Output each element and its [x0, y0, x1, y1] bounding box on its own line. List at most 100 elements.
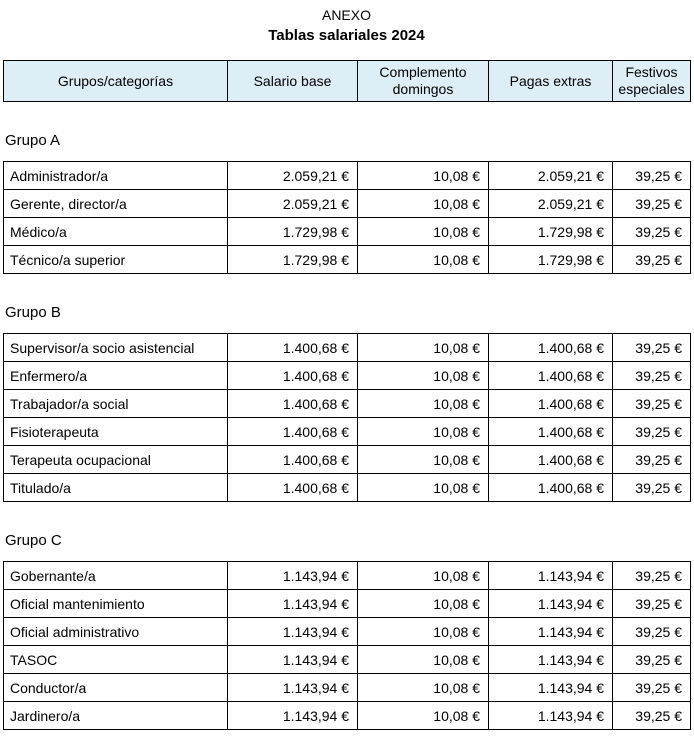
festivos-especiales-value-cell: 39,25 € [612, 645, 691, 674]
festivos-especiales-value-cell: 39,25 € [612, 417, 691, 446]
pagas-extras-value-cell: 1.143,94 € [488, 589, 613, 618]
salario-base-value-cell: 1.400,68 € [227, 473, 358, 502]
complemento-domingos-value-cell: 10,08 € [357, 701, 489, 730]
table-row: Terapeuta ocupacional 1.400,68 € 10,08 €… [3, 445, 691, 474]
complemento-domingos-value-cell: 10,08 € [357, 189, 489, 218]
pagas-extras-value-cell: 1.400,68 € [488, 389, 613, 418]
category-cell: Oficial administrativo [3, 617, 228, 646]
group-section: Grupo C Gobernante/a 1.143,94 € 10,08 € … [3, 532, 691, 730]
pagas-extras-value-cell: 1.729,98 € [488, 245, 613, 274]
salario-base-value-cell: 1.400,68 € [227, 417, 358, 446]
pagas-extras-value-cell: 2.059,21 € [488, 161, 613, 190]
complemento-domingos-value-cell: 10,08 € [357, 617, 489, 646]
pagas-extras-value-cell: 1.400,68 € [488, 417, 613, 446]
category-cell: Conductor/a [3, 673, 228, 702]
table-row: TASOC 1.143,94 € 10,08 € 1.143,94 € 39,2… [3, 645, 691, 674]
table-row: Trabajador/a social 1.400,68 € 10,08 € 1… [3, 389, 691, 418]
column-header-grupos-categorias: Grupos/categorías [3, 60, 228, 102]
table-row: Médico/a 1.729,98 € 10,08 € 1.729,98 € 3… [3, 217, 691, 246]
complemento-domingos-value-cell: 10,08 € [357, 361, 489, 390]
table-row: Conductor/a 1.143,94 € 10,08 € 1.143,94 … [3, 673, 691, 702]
salario-base-value-cell: 1.400,68 € [227, 445, 358, 474]
festivos-especiales-value-cell: 39,25 € [612, 245, 691, 274]
festivos-especiales-value-cell: 39,25 € [612, 217, 691, 246]
festivos-especiales-value-cell: 39,25 € [612, 361, 691, 390]
festivos-especiales-value-cell: 39,25 € [612, 673, 691, 702]
column-header-table: Grupos/categorías Salario base Complemen… [3, 60, 691, 102]
category-cell: TASOC [3, 645, 228, 674]
pagas-extras-value-cell: 1.143,94 € [488, 701, 613, 730]
group-section: Grupo A Administrador/a 2.059,21 € 10,08… [3, 132, 691, 274]
salario-base-value-cell: 1.143,94 € [227, 673, 358, 702]
category-cell: Gerente, director/a [3, 189, 228, 218]
category-cell: Administrador/a [3, 161, 228, 190]
table-row: Oficial administrativo 1.143,94 € 10,08 … [3, 617, 691, 646]
category-cell: Fisioterapeuta [3, 417, 228, 446]
pagas-extras-value-cell: 1.143,94 € [488, 645, 613, 674]
pagas-extras-value-cell: 2.059,21 € [488, 189, 613, 218]
pagas-extras-value-cell: 1.729,98 € [488, 217, 613, 246]
table-row: Técnico/a superior 1.729,98 € 10,08 € 1.… [3, 245, 691, 274]
category-cell: Terapeuta ocupacional [3, 445, 228, 474]
table-row: Administrador/a 2.059,21 € 10,08 € 2.059… [3, 161, 691, 190]
festivos-especiales-value-cell: 39,25 € [612, 561, 691, 590]
festivos-especiales-value-cell: 39,25 € [612, 617, 691, 646]
salario-base-value-cell: 1.400,68 € [227, 333, 358, 362]
category-cell: Supervisor/a socio asistencial [3, 333, 228, 362]
group-table: Supervisor/a socio asistencial 1.400,68 … [3, 333, 691, 502]
salario-base-value-cell: 1.143,94 € [227, 701, 358, 730]
table-row: Oficial mantenimiento 1.143,94 € 10,08 €… [3, 589, 691, 618]
group-label: Grupo C [5, 532, 62, 549]
column-header-complemento-domingos: Complemento domingos [357, 60, 489, 102]
pagas-extras-value-cell: 1.400,68 € [488, 445, 613, 474]
salario-base-value-cell: 1.143,94 € [227, 561, 358, 590]
pagas-extras-value-cell: 1.400,68 € [488, 473, 613, 502]
complemento-domingos-value-cell: 10,08 € [357, 417, 489, 446]
festivos-especiales-value-cell: 39,25 € [612, 701, 691, 730]
table-row: Jardinero/a 1.143,94 € 10,08 € 1.143,94 … [3, 701, 691, 730]
festivos-especiales-value-cell: 39,25 € [612, 473, 691, 502]
group-sections: Grupo A Administrador/a 2.059,21 € 10,08… [3, 132, 691, 730]
column-header-salario-base: Salario base [227, 60, 358, 102]
festivos-especiales-value-cell: 39,25 € [612, 589, 691, 618]
complemento-domingos-value-cell: 10,08 € [357, 245, 489, 274]
festivos-especiales-value-cell: 39,25 € [612, 445, 691, 474]
salario-base-value-cell: 1.400,68 € [227, 389, 358, 418]
complemento-domingos-value-cell: 10,08 € [357, 645, 489, 674]
table-row: Fisioterapeuta 1.400,68 € 10,08 € 1.400,… [3, 417, 691, 446]
category-cell: Médico/a [3, 217, 228, 246]
group-label: Grupo B [5, 304, 61, 321]
festivos-especiales-value-cell: 39,25 € [612, 161, 691, 190]
table-row: Gobernante/a 1.143,94 € 10,08 € 1.143,94… [3, 561, 691, 590]
pagas-extras-value-cell: 1.143,94 € [488, 617, 613, 646]
complemento-domingos-value-cell: 10,08 € [357, 333, 489, 362]
document-subtitle: Tablas salariales 2024 [268, 27, 425, 44]
pagas-extras-value-cell: 1.143,94 € [488, 561, 613, 590]
table-row: Titulado/a 1.400,68 € 10,08 € 1.400,68 €… [3, 473, 691, 502]
table-row: Gerente, director/a 2.059,21 € 10,08 € 2… [3, 189, 691, 218]
salario-base-value-cell: 1.143,94 € [227, 589, 358, 618]
complemento-domingos-value-cell: 10,08 € [357, 217, 489, 246]
salario-base-value-cell: 1.729,98 € [227, 245, 358, 274]
group-table: Administrador/a 2.059,21 € 10,08 € 2.059… [3, 161, 691, 274]
complemento-domingos-value-cell: 10,08 € [357, 389, 489, 418]
complemento-domingos-value-cell: 10,08 € [357, 445, 489, 474]
group-section: Grupo B Supervisor/a socio asistencial 1… [3, 304, 691, 502]
festivos-especiales-value-cell: 39,25 € [612, 389, 691, 418]
salario-base-value-cell: 1.143,94 € [227, 645, 358, 674]
salario-base-value-cell: 1.400,68 € [227, 361, 358, 390]
category-cell: Enfermero/a [3, 361, 228, 390]
column-header-pagas-extras: Pagas extras [488, 60, 613, 102]
complemento-domingos-value-cell: 10,08 € [357, 589, 489, 618]
table-row: Enfermero/a 1.400,68 € 10,08 € 1.400,68 … [3, 361, 691, 390]
salario-base-value-cell: 2.059,21 € [227, 161, 358, 190]
category-cell: Trabajador/a social [3, 389, 228, 418]
festivos-especiales-value-cell: 39,25 € [612, 189, 691, 218]
category-cell: Jardinero/a [3, 701, 228, 730]
complemento-domingos-value-cell: 10,08 € [357, 673, 489, 702]
category-cell: Técnico/a superior [3, 245, 228, 274]
category-cell: Oficial mantenimiento [3, 589, 228, 618]
salario-base-value-cell: 2.059,21 € [227, 189, 358, 218]
pagas-extras-value-cell: 1.400,68 € [488, 333, 613, 362]
